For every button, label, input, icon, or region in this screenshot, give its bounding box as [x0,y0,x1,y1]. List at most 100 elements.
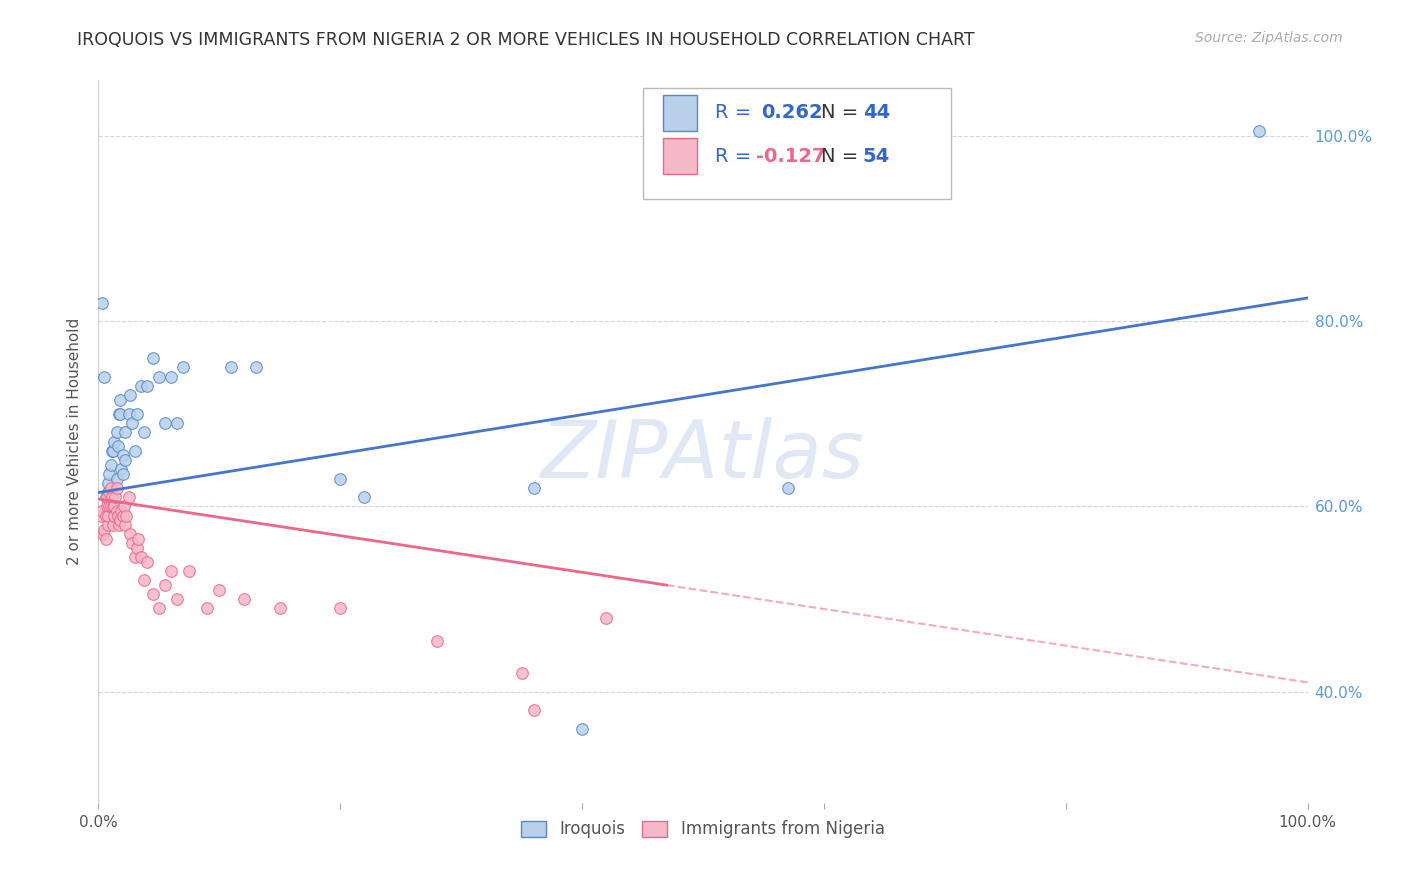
Point [97,485,120,500]
Point [595,610,617,624]
Point [153,578,176,592]
Point [94,532,117,546]
Point [353,490,375,504]
Point [426,633,449,648]
Point [127,541,149,555]
Point [108,517,131,532]
Point [93,369,115,384]
Point [523,703,546,717]
Point [96,500,118,514]
Point [127,532,149,546]
Point [112,500,135,514]
Point [221,360,243,375]
Point [148,601,170,615]
Point [114,425,136,440]
Point [523,481,546,495]
Text: R =: R = [716,146,758,166]
Text: N =: N = [821,146,865,166]
Point [103,508,125,523]
Text: -0.127: -0.127 [756,146,825,166]
FancyBboxPatch shape [664,95,697,131]
Point [124,550,146,565]
Point [100,458,122,472]
Point [510,666,533,681]
Point [100,481,122,495]
Point [269,601,291,615]
Point [97,508,120,523]
Point [134,574,156,588]
Point [100,490,122,504]
Point [96,490,118,504]
Point [245,360,267,375]
Y-axis label: 2 or more Vehicles in Household: 2 or more Vehicles in Household [67,318,83,566]
Point [105,504,128,518]
Point [111,467,134,481]
Point [153,416,176,430]
Text: 44: 44 [863,103,890,122]
Point [98,485,121,500]
Point [91,295,114,310]
Point [118,388,141,402]
Point [121,536,143,550]
Point [107,439,129,453]
Point [124,443,146,458]
Point [127,407,149,421]
Point [110,462,132,476]
Point [776,481,799,495]
Point [100,443,122,458]
Point [129,550,152,565]
Point [208,582,231,597]
Text: R =: R = [716,103,758,122]
Point [329,601,352,615]
Point [105,481,128,495]
Point [195,601,218,615]
Point [111,449,134,463]
Point [118,527,141,541]
Point [108,407,131,421]
Point [97,476,120,491]
Point [108,407,131,421]
Point [179,564,201,578]
Text: IROQUOIS VS IMMIGRANTS FROM NIGERIA 2 OR MORE VEHICLES IN HOUSEHOLD CORRELATION : IROQUOIS VS IMMIGRANTS FROM NIGERIA 2 OR… [77,31,974,49]
Legend: Iroquois, Immigrants from Nigeria: Iroquois, Immigrants from Nigeria [515,814,891,845]
Point [91,504,114,518]
Point [101,443,124,458]
Point [121,416,143,430]
Point [142,351,165,366]
Point [134,425,156,440]
Point [129,379,152,393]
Point [104,490,127,504]
Point [98,467,121,481]
Text: 0.262: 0.262 [761,103,823,122]
Point [118,407,141,421]
Point [115,508,138,523]
Point [94,508,117,523]
Point [114,517,136,532]
Point [103,434,125,449]
Point [160,369,183,384]
Point [118,490,141,504]
Point [101,517,124,532]
Point [100,490,122,504]
Point [135,555,157,569]
Point [142,587,165,601]
Point [110,504,132,518]
Point [571,722,593,736]
Point [232,592,254,607]
Point [1249,124,1271,138]
Point [98,500,121,514]
Point [329,472,352,486]
Point [172,360,194,375]
FancyBboxPatch shape [664,138,697,174]
Text: ZIPAtlas: ZIPAtlas [541,417,865,495]
Point [166,416,188,430]
Text: Source: ZipAtlas.com: Source: ZipAtlas.com [1195,31,1343,45]
Text: 54: 54 [863,146,890,166]
Point [111,508,134,523]
Point [148,369,170,384]
FancyBboxPatch shape [643,87,950,200]
Point [166,592,188,607]
Point [105,472,128,486]
Point [107,508,129,523]
Point [94,490,117,504]
